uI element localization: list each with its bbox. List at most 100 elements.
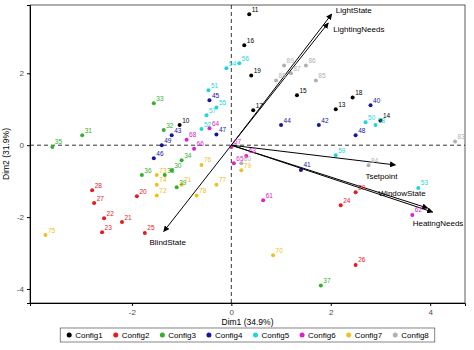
point-label: 21 xyxy=(124,214,132,221)
y-tick: 2 xyxy=(20,69,30,78)
point xyxy=(204,113,208,117)
point-label: 42 xyxy=(321,117,329,124)
point xyxy=(282,63,286,67)
point-label: 86 xyxy=(308,57,316,64)
variable-arrow xyxy=(164,145,232,231)
point xyxy=(195,194,199,198)
point xyxy=(367,163,371,167)
point-label: 45 xyxy=(212,92,220,99)
x-tick-mark xyxy=(231,303,232,306)
x-tick: 2 xyxy=(329,303,334,317)
x-axis-title: Dim1 (34.9%) xyxy=(222,317,274,327)
point-label: 27 xyxy=(97,195,105,202)
point xyxy=(453,140,457,144)
point xyxy=(160,143,164,147)
variable-arrows xyxy=(164,14,433,231)
y-axis-line xyxy=(27,6,31,304)
y-axis: -4-202 xyxy=(17,6,31,304)
point xyxy=(175,185,179,189)
point-label: 44 xyxy=(284,117,292,124)
arrow-label: HeatingNeeds xyxy=(413,219,464,228)
point xyxy=(242,43,246,47)
legend-item: Config3 xyxy=(160,331,197,340)
point-label: 62 xyxy=(415,206,423,213)
point-label: 18 xyxy=(355,89,363,96)
point-label: 10 xyxy=(182,117,190,124)
variable-arrow xyxy=(231,145,432,212)
point xyxy=(102,216,106,220)
point xyxy=(279,123,283,127)
point-label: 70 xyxy=(276,247,284,254)
arrow-label: LightState xyxy=(336,6,373,15)
point xyxy=(334,107,338,111)
legend-label: Config7 xyxy=(355,331,383,340)
point xyxy=(354,190,358,194)
point xyxy=(274,78,278,82)
point xyxy=(249,73,253,77)
legend-item: Config6 xyxy=(300,331,337,340)
point-label: 48 xyxy=(358,127,366,134)
point xyxy=(185,138,189,142)
point-label: 50 xyxy=(368,114,376,121)
y-tick: 0 xyxy=(20,141,30,150)
point xyxy=(334,153,338,157)
legend-box xyxy=(60,328,435,342)
y-tick: -4 xyxy=(17,285,30,294)
point xyxy=(152,101,156,105)
y-tick-label: -4 xyxy=(17,285,25,294)
point-label: 32 xyxy=(166,122,174,129)
point-label: 57 xyxy=(209,107,217,114)
point xyxy=(143,231,147,235)
legend-label: Config2 xyxy=(122,331,150,340)
x-axis: -2024 xyxy=(31,303,466,317)
x-tick-mark xyxy=(132,303,133,306)
point-label: 36 xyxy=(144,167,152,174)
x-tick-mark xyxy=(430,303,431,306)
point-label: 16 xyxy=(247,37,255,44)
arrow-labels: LightStateLightingNeedsBlindStateTsetpoi… xyxy=(149,6,463,247)
point xyxy=(152,156,156,160)
point-label: 67 xyxy=(234,138,242,145)
point-label: 74 xyxy=(159,176,167,183)
point-label: 26 xyxy=(358,256,366,263)
point xyxy=(237,61,241,65)
point xyxy=(135,194,139,198)
point xyxy=(364,120,368,124)
y-tick-mark xyxy=(27,145,30,146)
legend-swatch xyxy=(300,333,305,338)
point xyxy=(271,253,275,257)
point xyxy=(200,127,204,131)
point xyxy=(261,198,265,202)
x-tick-mark xyxy=(331,303,332,306)
legend-item: Config8 xyxy=(393,331,430,340)
point-label: 54 xyxy=(229,60,237,67)
point-label: 87 xyxy=(294,65,302,72)
arrow-label: LightingNeeds xyxy=(333,25,384,34)
point-label: 49 xyxy=(164,137,172,144)
x-tick-label: -2 xyxy=(129,308,137,317)
legend-label: Config1 xyxy=(75,331,103,340)
point-label: 75 xyxy=(48,227,56,234)
point xyxy=(224,66,228,70)
point-label: 83 xyxy=(458,133,466,140)
point-label: 56 xyxy=(242,55,250,62)
legend-swatch xyxy=(346,333,351,338)
point xyxy=(100,230,104,234)
point-label: 47 xyxy=(219,126,227,133)
point xyxy=(410,213,414,217)
point-label: 63 xyxy=(249,147,257,154)
point xyxy=(92,201,96,205)
y-tick-mark xyxy=(27,289,30,290)
point xyxy=(319,283,323,287)
point-label: 34 xyxy=(184,152,192,159)
point-label: 43 xyxy=(174,127,182,134)
x-tick: -2 xyxy=(129,303,137,317)
variable-arrow xyxy=(231,23,328,145)
point-label: 76 xyxy=(204,156,212,163)
plot: -2024-4-20211161915171814101328272223212… xyxy=(17,5,466,317)
arrow-label: Tsetpoint xyxy=(365,172,398,181)
point xyxy=(207,98,211,102)
point-label: 59 xyxy=(338,147,346,154)
point-label: 40 xyxy=(373,97,381,104)
series xyxy=(43,163,275,257)
